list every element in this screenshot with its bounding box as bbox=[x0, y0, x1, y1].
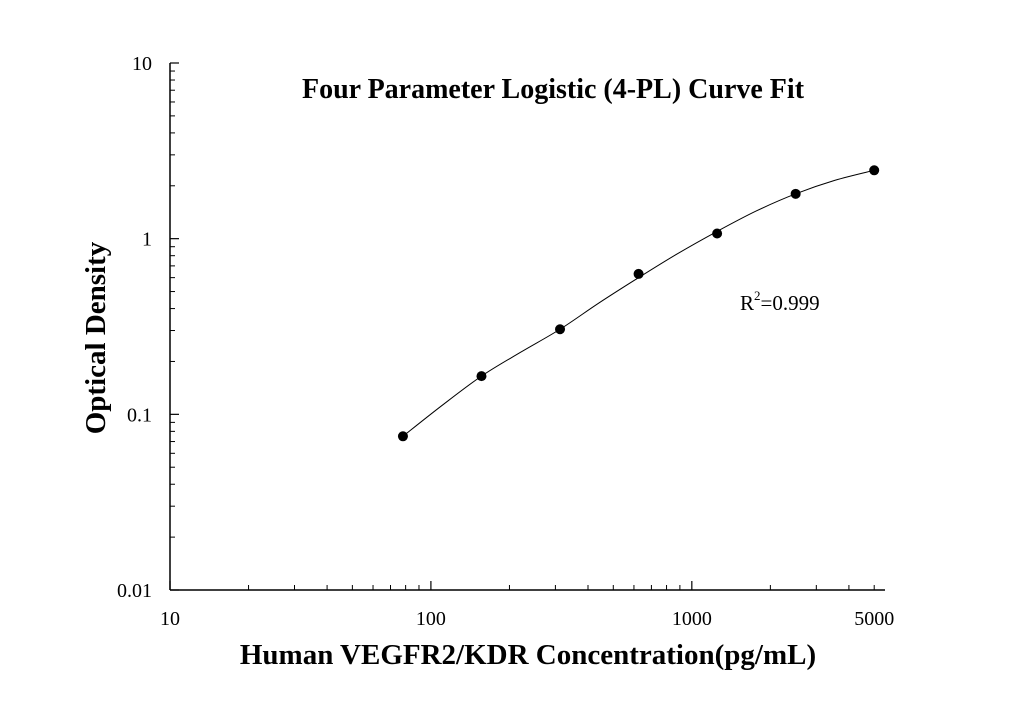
data-points bbox=[397, 165, 880, 442]
y-tick-label: 1 bbox=[142, 229, 152, 251]
y-axis-title: Optical Density bbox=[80, 241, 112, 434]
data-point bbox=[555, 324, 566, 335]
r-squared-sup: 2 bbox=[754, 288, 761, 303]
x-ticks: 10 100 1000 5000 bbox=[160, 581, 894, 630]
data-point bbox=[869, 165, 880, 176]
axes bbox=[169, 63, 885, 591]
r-squared-annotation: R2=0.999 bbox=[740, 288, 820, 315]
data-point bbox=[476, 371, 487, 382]
x-axis-title: Human VEGFR2/KDR Concentration(pg/mL) bbox=[240, 639, 816, 671]
data-point bbox=[633, 268, 644, 279]
r-squared-base: R bbox=[740, 291, 754, 315]
data-point bbox=[790, 188, 801, 199]
y-tick-label: 10 bbox=[132, 53, 152, 75]
data-point bbox=[397, 431, 408, 442]
r-squared-value: =0.999 bbox=[761, 291, 820, 315]
data-point bbox=[712, 228, 723, 239]
x-tick-label: 100 bbox=[416, 608, 446, 630]
chart-title: Four Parameter Logistic (4-PL) Curve Fit bbox=[302, 74, 805, 105]
x-tick-label: 10 bbox=[160, 608, 180, 630]
y-tick-label: 0.1 bbox=[127, 404, 152, 426]
y-ticks: 0.01 0.1 1 10 bbox=[117, 53, 179, 602]
x-tick-label: 1000 bbox=[672, 608, 712, 630]
x-tick-label: 5000 bbox=[854, 608, 894, 630]
y-tick-label: 0.01 bbox=[117, 580, 152, 602]
